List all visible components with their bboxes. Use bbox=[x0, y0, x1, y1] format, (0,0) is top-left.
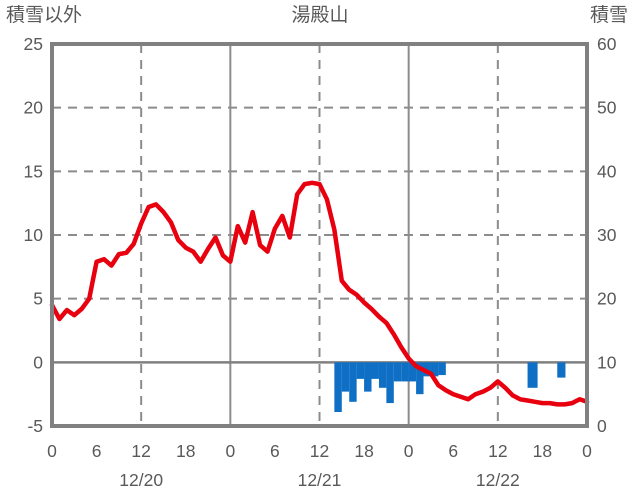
date-label: 12/22 bbox=[476, 470, 520, 490]
snow-bar bbox=[423, 362, 431, 377]
tick-label: 15 bbox=[24, 161, 43, 181]
snow-bar bbox=[527, 362, 538, 388]
tick-label: 18 bbox=[176, 441, 195, 461]
snow-bar bbox=[386, 362, 394, 404]
plot-frame bbox=[50, 42, 589, 428]
tick-label: 6 bbox=[92, 441, 102, 461]
right-axis-title: 積雪 bbox=[589, 5, 628, 26]
tick-label: 0 bbox=[225, 441, 235, 461]
tick-label: 25 bbox=[24, 34, 43, 54]
tick-label: -5 bbox=[27, 416, 43, 436]
snow-bar bbox=[557, 362, 566, 378]
tick-label: 5 bbox=[33, 289, 43, 309]
tick-label: 18 bbox=[354, 441, 373, 461]
tick-label: 20 bbox=[597, 289, 617, 309]
tick-label: 60 bbox=[597, 34, 617, 54]
tick-label: 12 bbox=[488, 441, 507, 461]
snow-bar bbox=[430, 362, 439, 377]
tick-label: 12 bbox=[310, 441, 329, 461]
tick-label: 0 bbox=[47, 441, 57, 461]
chart-title: 湯殿山 bbox=[291, 5, 349, 26]
snow-bar bbox=[408, 362, 417, 382]
tick-label: 6 bbox=[448, 441, 458, 461]
tick-label: 20 bbox=[24, 98, 44, 118]
snow-bar bbox=[401, 362, 409, 382]
tick-label: 50 bbox=[597, 98, 617, 118]
tick-label: 18 bbox=[533, 441, 552, 461]
snow-bar bbox=[393, 362, 402, 382]
snow-bar bbox=[371, 362, 379, 379]
snow-bar bbox=[356, 362, 365, 379]
tick-label: 6 bbox=[270, 441, 280, 461]
tick-label: 0 bbox=[33, 352, 43, 372]
snow-bar bbox=[416, 362, 424, 395]
snow-bar bbox=[349, 362, 357, 402]
snow-bar bbox=[334, 362, 342, 412]
date-label: 12/20 bbox=[119, 470, 163, 490]
temperature-line bbox=[49, 180, 590, 407]
tick-label: 0 bbox=[597, 416, 607, 436]
tick-label: 0 bbox=[404, 441, 414, 461]
tick-label: 10 bbox=[597, 352, 617, 372]
snow-bar bbox=[341, 362, 350, 392]
snow-bar bbox=[438, 362, 446, 376]
tick-label: 0 bbox=[582, 441, 592, 461]
date-label: 12/21 bbox=[298, 470, 342, 490]
tick-label: 40 bbox=[597, 161, 617, 181]
snow-bar bbox=[378, 362, 387, 388]
snow-bar bbox=[364, 362, 372, 392]
left-axis-title: 積雪以外 bbox=[6, 5, 83, 26]
tick-label: 10 bbox=[24, 225, 44, 245]
tick-label: 30 bbox=[597, 225, 617, 245]
tick-label: 12 bbox=[131, 441, 150, 461]
